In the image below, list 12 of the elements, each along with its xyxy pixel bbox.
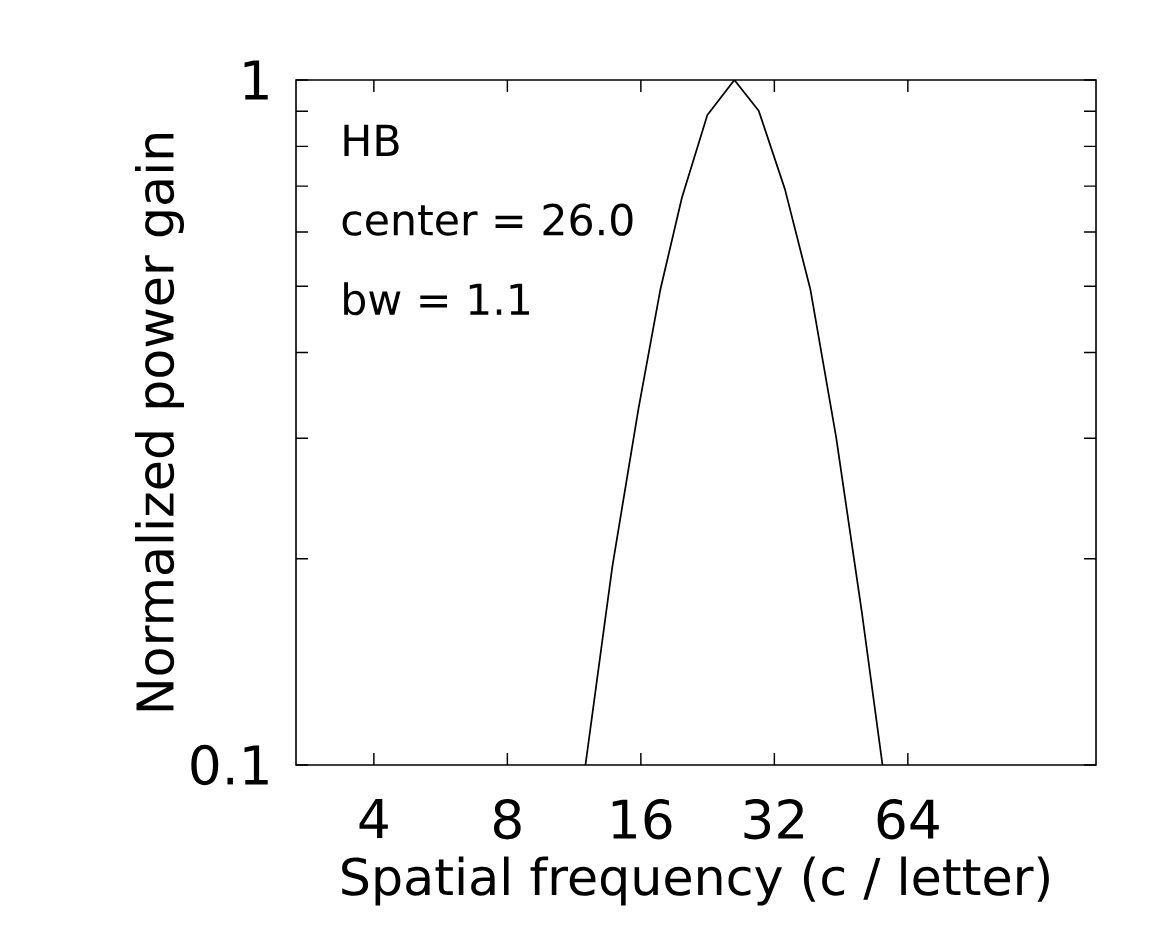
x-tick-label: 4 xyxy=(359,799,388,838)
annotation: center = 26.0 xyxy=(342,203,633,236)
x-axis-title: Spatial frequency (c / letter) xyxy=(342,856,1049,906)
x-tick-label: 32 xyxy=(744,799,803,840)
annotation: bw = 1.1 xyxy=(344,282,530,316)
x-tick-label: 8 xyxy=(494,799,521,840)
y-tick-label: 0.1 xyxy=(191,744,268,786)
y-axis-title: Normalized power gain xyxy=(134,133,184,711)
x-tick-label: 16 xyxy=(612,799,672,840)
x-tick-label: 64 xyxy=(877,799,939,840)
annotation: HB xyxy=(344,124,399,156)
y-tick-label: 1 xyxy=(244,60,268,100)
